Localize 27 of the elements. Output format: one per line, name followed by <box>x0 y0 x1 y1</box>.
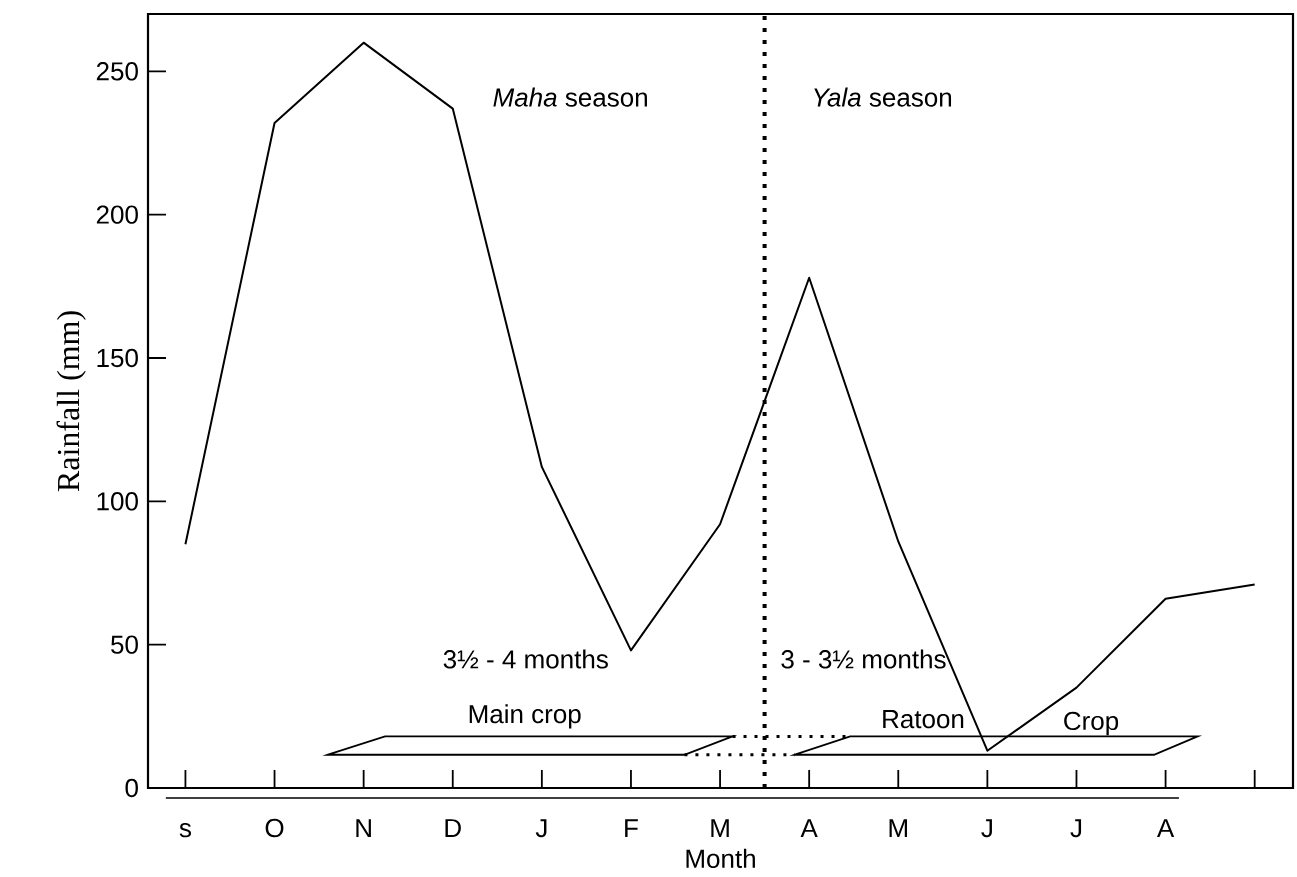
x-tick-label: F <box>625 819 638 838</box>
x-tick-label: A <box>1156 819 1175 838</box>
annotation: Ratoon <box>883 710 964 729</box>
x-tick-label: M <box>711 819 729 838</box>
x-tick-label: s <box>179 823 192 838</box>
x-tick-label: J <box>535 819 547 838</box>
y-tick-label: 250 <box>96 62 138 81</box>
y-tick-label: 100 <box>97 492 138 511</box>
annotation: Yala season <box>814 87 952 107</box>
x-tick-label: N <box>356 819 371 838</box>
y-tick-label: 50 <box>111 635 138 655</box>
x-tick-label: M <box>889 819 907 838</box>
x-tick-label: A <box>800 819 818 838</box>
y-tick-label: 0 <box>125 778 138 798</box>
annotation: Crop <box>1064 711 1119 736</box>
annotation: Main crop <box>469 704 581 729</box>
y-tick-label: 150 <box>97 348 138 368</box>
annotation: Maha season <box>493 87 647 107</box>
x-axis-title: Month <box>686 849 755 869</box>
x-tick-label: O <box>265 819 284 838</box>
x-tick-label: J <box>981 819 992 838</box>
x-tick-label: J <box>1070 819 1082 838</box>
y-axis-title: Rainfall (mm) <box>56 311 86 492</box>
x-tick-label: D <box>445 819 461 838</box>
y-tick-label: 200 <box>96 205 138 225</box>
annotation: 3 - 3½ months <box>781 649 946 669</box>
annotation: 3½ - 4 months <box>443 649 608 669</box>
